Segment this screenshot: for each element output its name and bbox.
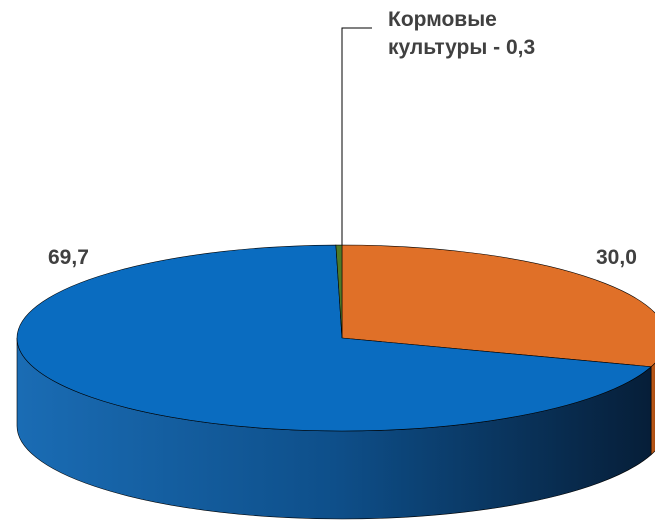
data-label: Кормовые культуры - 0,3	[388, 8, 536, 59]
data-label: 69,7	[48, 246, 89, 269]
data-label: 30,0	[596, 246, 637, 269]
slice	[341, 244, 655, 368]
leader-line	[341, 27, 372, 245]
slice	[16, 244, 652, 432]
